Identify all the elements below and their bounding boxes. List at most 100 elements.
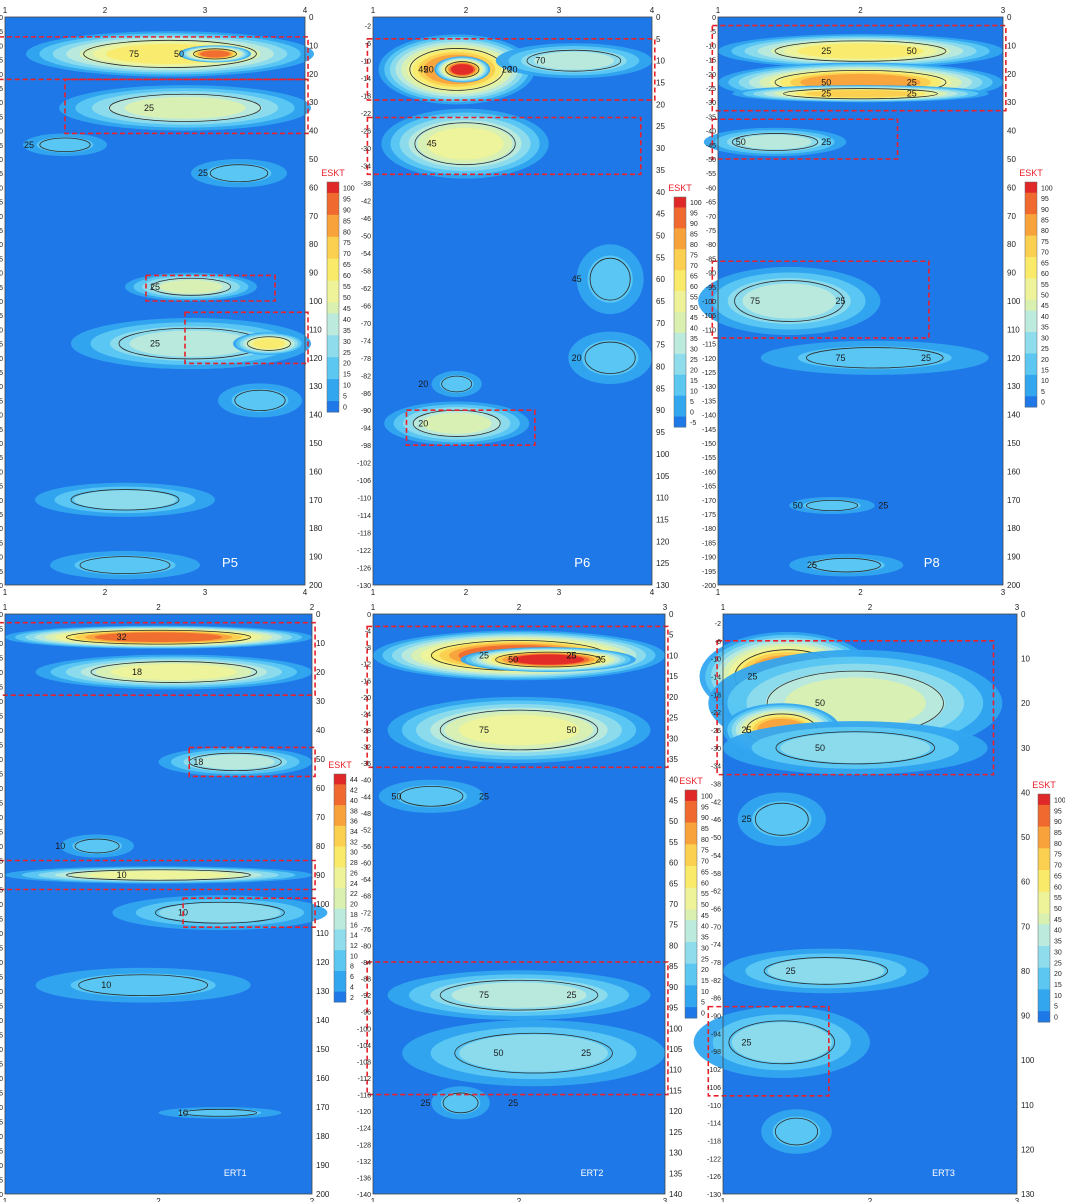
colorbar-tick-label: 55 xyxy=(1041,282,1049,289)
y-tick-label-left: -48 xyxy=(361,811,371,818)
colorbar-tick-label: 15 xyxy=(690,378,698,385)
contour-line xyxy=(83,39,257,68)
y-tick-label-right: 100 xyxy=(316,900,330,909)
colorbar-swatch xyxy=(334,784,346,796)
y-tick-label-right: 0 xyxy=(316,610,321,619)
colorbar-swatch xyxy=(327,214,339,227)
y-tick-label-left: -140 xyxy=(0,1018,3,1025)
colorbar-swatch xyxy=(1038,837,1050,849)
y-tick-label-left: -126 xyxy=(357,566,371,573)
y-tick-label-right: 160 xyxy=(316,1074,330,1083)
y-tick-label-left: -132 xyxy=(357,1159,371,1166)
colorbar-swatch xyxy=(327,247,339,260)
y-tick-label-right: 0 xyxy=(1007,13,1012,22)
plot-frame xyxy=(722,613,1018,1195)
y-tick-label-left: -10 xyxy=(711,657,721,664)
y-tick-label-left: -92 xyxy=(361,993,371,1000)
contour-line xyxy=(728,1020,836,1065)
y-tick-label-left: -70 xyxy=(706,214,716,221)
y-tick-label-left: -10 xyxy=(0,641,3,648)
contour-band xyxy=(807,557,885,573)
colorbar-frame xyxy=(1037,793,1051,1023)
y-tick-label-left: -195 xyxy=(0,569,3,576)
y-tick-label-left: -15 xyxy=(0,656,3,663)
y-tick-label-left: -106 xyxy=(357,478,371,485)
colorbar-swatch xyxy=(674,312,686,323)
contour-line xyxy=(70,489,180,511)
colorbar-tick-label: 6 xyxy=(350,974,354,981)
y-tick-label-left: -110 xyxy=(708,1103,722,1110)
colorbar-swatch xyxy=(674,270,686,282)
colorbar-swatch xyxy=(327,313,339,325)
colorbar-swatch xyxy=(334,970,346,982)
x-tick-label-bottom: 1 xyxy=(371,588,376,597)
y-tick-label-left: -30 xyxy=(706,100,716,107)
y-tick-label-left: -170 xyxy=(0,1105,3,1112)
y-tick-label-left: -150 xyxy=(0,441,3,448)
colorbar-tick-label: 95 xyxy=(701,804,709,811)
contour-label: 25 xyxy=(742,725,752,735)
y-tick-label-right: 85 xyxy=(656,384,665,393)
colorbar-tick-label: 85 xyxy=(343,218,351,225)
y-tick-label-right: 0 xyxy=(1021,610,1026,619)
colorbar-swatch xyxy=(334,774,346,785)
colorbar-tick-label: 75 xyxy=(343,240,351,247)
colorbar-tick-label: 16 xyxy=(350,922,358,929)
colorbar-swatch xyxy=(327,379,339,391)
contour-band xyxy=(533,51,614,70)
y-tick-label-left: -5 xyxy=(0,29,3,36)
contour-line xyxy=(39,137,91,153)
contour-label: 25 xyxy=(907,89,917,99)
contour-band xyxy=(206,163,272,183)
contour-label: 50 xyxy=(174,49,184,59)
colorbar-tick-label: 22 xyxy=(350,891,358,898)
colorbar-tick-label: 50 xyxy=(690,305,698,312)
colorbar-tick-label: 28 xyxy=(350,860,358,867)
colorbar-tick-label: 35 xyxy=(701,935,709,942)
y-tick-label-left: -130 xyxy=(357,583,371,590)
contour-band xyxy=(231,388,289,412)
plot-frame xyxy=(717,16,1004,586)
colorbar-swatch xyxy=(334,815,346,827)
y-tick-label-right: 190 xyxy=(1007,553,1021,562)
colorbar-swatch xyxy=(1025,342,1037,354)
colorbar-tick-label: 55 xyxy=(1054,895,1062,902)
y-tick-label-right: 110 xyxy=(1021,1101,1034,1110)
y-tick-label-left: -55 xyxy=(0,171,3,178)
colorbar-swatch xyxy=(334,888,346,899)
colorbar-tick-label: 80 xyxy=(1054,841,1062,848)
colorbar-tick-label: 15 xyxy=(1041,368,1049,375)
contour-line xyxy=(734,280,845,322)
y-tick-label-right: 120 xyxy=(1021,1145,1035,1154)
contour-label: 25 xyxy=(567,990,577,1000)
y-tick-label-left: -35 xyxy=(706,114,716,121)
y-tick-label-right: 95 xyxy=(669,1004,678,1013)
contour-label: 50 xyxy=(567,725,577,735)
anomaly-highlight-box xyxy=(711,260,930,339)
colorbar-tick-label: 25 xyxy=(690,357,698,364)
contour-label: 50 xyxy=(508,655,518,665)
colorbar-tick-label: 80 xyxy=(690,242,698,249)
colorbar-swatch xyxy=(674,395,686,407)
y-tick-label-left: -86 xyxy=(361,391,371,398)
y-tick-label-right: 120 xyxy=(316,958,330,967)
y-tick-label-left: -130 xyxy=(707,1192,721,1199)
colorbar-swatch xyxy=(674,353,686,365)
y-tick-label-right: 105 xyxy=(669,1045,683,1054)
x-tick-label-top: 2 xyxy=(858,6,863,15)
y-tick-label-left: -38 xyxy=(711,782,721,789)
x-tick-label-bottom: 4 xyxy=(650,588,655,597)
contour-band xyxy=(797,43,924,59)
y-tick-label-left: -170 xyxy=(702,498,716,505)
colorbar-tick-label: 55 xyxy=(690,294,698,301)
y-tick-label-left: -38 xyxy=(361,181,371,188)
colorbar-tick-label: 30 xyxy=(690,347,698,354)
y-tick-label-right: 60 xyxy=(1021,878,1030,887)
y-tick-label-right: 30 xyxy=(1021,744,1030,753)
y-tick-label-left: -82 xyxy=(711,978,721,985)
y-tick-label-right: 150 xyxy=(309,439,323,448)
y-tick-label-right: 140 xyxy=(669,1190,683,1199)
colorbar-tick-label: 75 xyxy=(1054,852,1062,859)
colorbar-swatch xyxy=(1038,1011,1050,1023)
y-tick-label-right: 50 xyxy=(309,155,318,164)
